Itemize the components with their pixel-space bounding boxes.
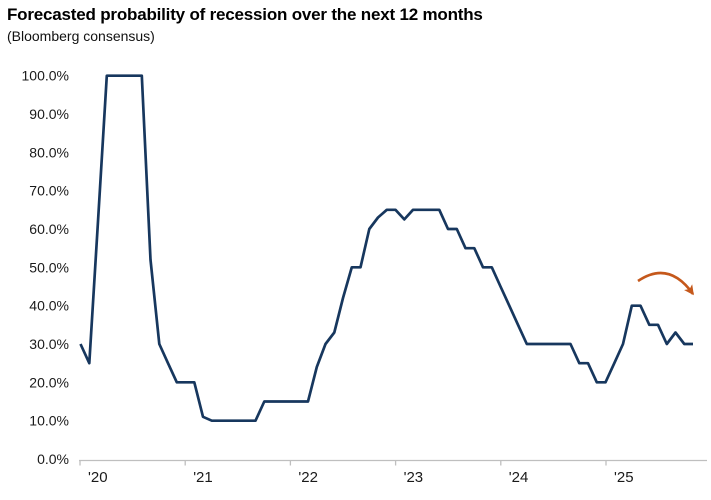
x-tick-label: '24 [509,469,529,486]
x-axis [79,459,707,466]
x-axis-labels: '20 '21 '22 '23 '24 '25 [88,469,634,486]
y-tick-label: 90.0% [29,106,69,122]
y-tick-label: 20.0% [29,374,69,390]
y-axis-labels: 0.0% 10.0% 20.0% 30.0% 40.0% 50.0% 60.0% 70.0% 8… [22,68,69,467]
x-tick-label: '21 [193,469,213,486]
y-tick-label: 40.0% [29,298,69,314]
recession-probability-line [79,74,693,423]
y-tick-label: 100.0% [22,68,69,84]
x-tick-label: '25 [614,469,634,486]
y-tick-label: 0.0% [37,451,69,467]
x-tick-label: '22 [298,469,318,486]
chart-subtitle: (Bloomberg consensus) [7,28,155,44]
chart-title: Forecasted probability of recession over… [7,5,483,24]
x-tick-label: '20 [88,469,108,486]
y-tick-label: 60.0% [29,221,69,237]
x-tick-label: '23 [404,469,424,486]
y-tick-label: 50.0% [29,259,69,275]
y-tick-label: 30.0% [29,336,69,352]
decline-arrow-annotation [637,271,695,296]
y-tick-label: 70.0% [29,183,69,199]
y-tick-label: 10.0% [29,413,69,429]
y-tick-label: 80.0% [29,144,69,160]
